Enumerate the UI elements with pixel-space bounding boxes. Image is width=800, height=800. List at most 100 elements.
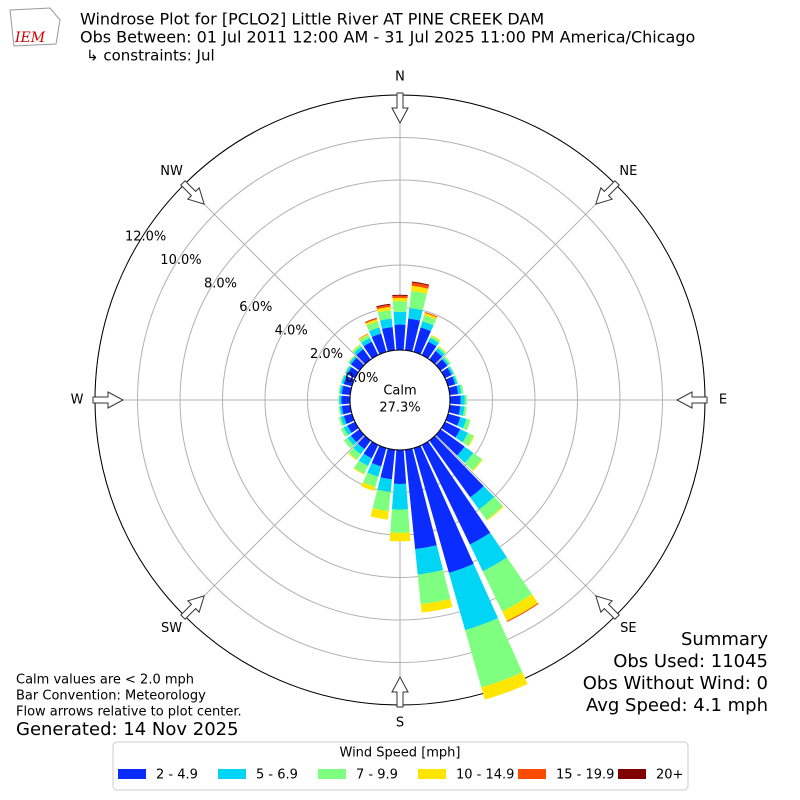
wind-bar	[465, 618, 523, 688]
wind-bar	[421, 341, 437, 359]
wind-bar	[348, 448, 361, 460]
flow-arrow	[391, 92, 409, 125]
wind-bar	[429, 435, 484, 498]
wind-bar	[339, 385, 344, 395]
wind-bar	[338, 395, 340, 405]
wind-bar	[369, 327, 382, 337]
wind-bar	[415, 545, 444, 575]
flow-arrow	[180, 595, 205, 620]
calm-label: Calm	[383, 384, 416, 399]
wind-bar	[486, 505, 504, 521]
wind-bar	[362, 472, 379, 487]
grid-spoke	[435, 435, 617, 617]
wind-bar	[349, 356, 357, 365]
wind-bar	[460, 395, 465, 405]
direction-label: S	[396, 716, 404, 731]
chart-title: Windrose Plot for [PCLO2] Little River A…	[80, 10, 544, 29]
legend-swatch	[418, 769, 446, 779]
flow-arrow-shape	[595, 595, 620, 620]
wind-bar	[341, 405, 352, 415]
wind-bar	[340, 374, 345, 384]
wind-bar	[470, 486, 495, 510]
wind-bar	[356, 349, 371, 365]
wind-bar	[429, 350, 443, 365]
radial-tick-label: 10.0%	[160, 253, 201, 268]
flow-arrow	[391, 675, 409, 708]
wind-bar	[345, 365, 352, 375]
wind-bar	[449, 365, 455, 375]
wind-bar	[420, 598, 453, 613]
wind-bar	[462, 432, 474, 447]
wind-bar	[457, 446, 474, 464]
wind-bar	[341, 375, 347, 385]
wind-bar	[464, 452, 482, 471]
wind-bar	[376, 304, 391, 310]
wind-bar	[478, 496, 504, 520]
summary-line: Obs Used: 11045	[613, 651, 768, 672]
wind-bar	[367, 463, 382, 477]
grid-spoke	[183, 435, 365, 617]
radial-tick-label: 0.0%	[345, 371, 378, 386]
wind-bar	[462, 406, 467, 417]
wind-bar	[448, 405, 461, 415]
flow-arrow-shape	[675, 391, 708, 409]
wind-bar	[359, 334, 370, 343]
wind-bar	[464, 395, 467, 405]
wind-bar	[389, 532, 411, 542]
wind-bar	[343, 425, 352, 436]
flow-arrow-shape	[180, 595, 205, 620]
flow-arrow	[595, 180, 620, 205]
wind-bar	[435, 348, 445, 357]
generated: Generated: 14 Nov 2025	[16, 719, 239, 740]
direction-label: NE	[619, 164, 637, 179]
chart-subtitle: Obs Between: 01 Jul 2011 12:00 AM - 31 J…	[80, 28, 695, 47]
wind-bar	[343, 413, 355, 424]
wind-bar	[392, 297, 408, 302]
logo-text: IEM	[14, 30, 46, 46]
wind-bar	[379, 318, 393, 329]
wind-bar	[339, 395, 342, 405]
wind-bar	[482, 557, 533, 612]
wind-bar	[472, 459, 483, 472]
constraints: ↳ constraints: Jul	[86, 47, 215, 65]
wind-bar	[358, 453, 372, 467]
wind-bar	[392, 294, 408, 297]
wind-bar	[391, 483, 409, 510]
wind-bar	[481, 672, 528, 700]
direction-label: NW	[160, 164, 183, 179]
wind-bar	[455, 429, 468, 443]
wind-bar	[459, 384, 464, 394]
flow-arrow	[675, 391, 708, 409]
legend-swatch	[518, 769, 546, 779]
wind-bar	[353, 443, 365, 455]
wind-bar	[405, 448, 437, 550]
wind-bar	[469, 532, 507, 572]
direction-label: N	[395, 70, 405, 85]
flow-arrow	[595, 595, 620, 620]
wind-bar	[390, 509, 410, 533]
wind-bar	[348, 452, 358, 461]
wind-bar	[454, 375, 459, 384]
legend-swatch	[318, 769, 346, 779]
wind-bar	[448, 563, 499, 631]
radial-tick-label: 4.0%	[275, 324, 308, 339]
wind-bar	[338, 406, 342, 416]
wind-bar	[357, 435, 371, 450]
legend-title: Wind Speed [mph]	[340, 746, 461, 761]
direction-label: SW	[161, 621, 182, 636]
calm-value: 27.3%	[379, 401, 420, 416]
legend-swatch	[118, 769, 146, 779]
wind-bar	[431, 334, 441, 342]
wind-bar	[350, 357, 365, 371]
wind-bar	[361, 337, 372, 347]
legend-label: 2 - 4.9	[156, 768, 198, 783]
summary-line: Summary	[681, 629, 768, 650]
wind-bar	[437, 346, 446, 355]
direction-label: W	[71, 393, 84, 408]
wind-bar	[347, 421, 359, 433]
wind-bar	[467, 435, 475, 447]
legend-swatch	[218, 769, 246, 779]
wind-bar	[353, 460, 369, 474]
